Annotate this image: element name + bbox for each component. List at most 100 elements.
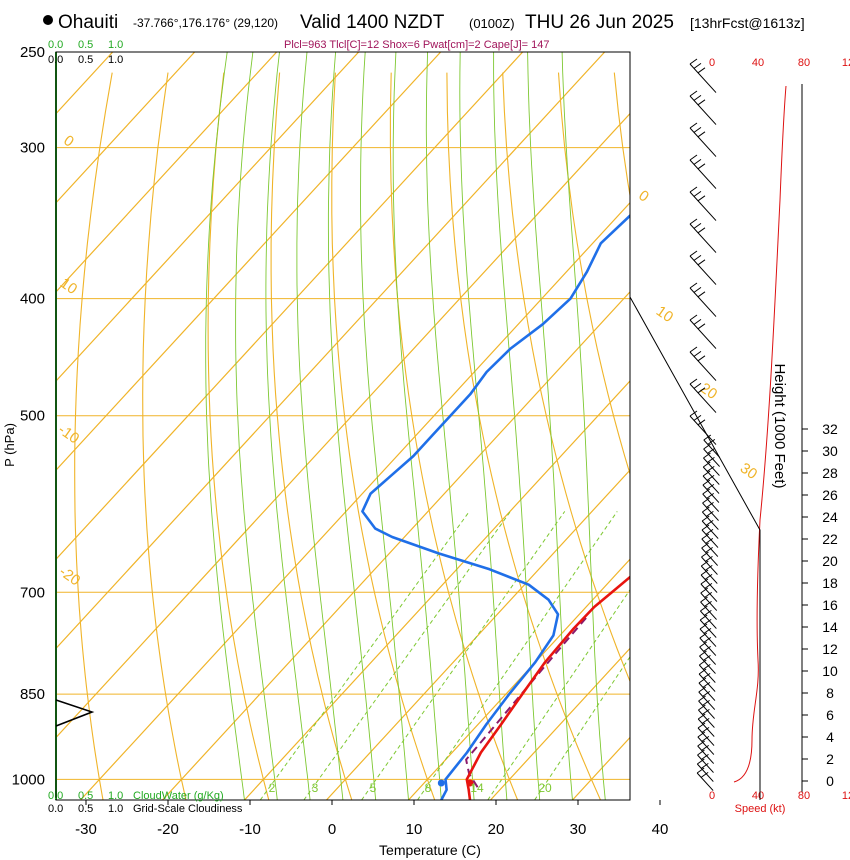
wind-barb-staff <box>699 655 716 674</box>
pressure-tick-label: 1000 <box>12 771 45 788</box>
height-tick-label: 12 <box>822 641 838 657</box>
wind-barb-flag <box>697 355 706 362</box>
isotherm-label: 10 <box>653 303 676 326</box>
wind-barb-flag <box>703 654 711 661</box>
wind-barb-flag <box>706 465 715 472</box>
wind-barb <box>702 497 719 521</box>
wind-barb-flag <box>689 282 698 289</box>
isotherm-label: 10 <box>57 275 80 298</box>
height-tick-label: 32 <box>822 421 838 437</box>
height-tick-label: 16 <box>822 597 838 613</box>
wind-barb-staff <box>689 319 717 349</box>
x-tick-label: 10 <box>406 821 423 838</box>
wind-barb-flag <box>707 456 715 463</box>
wind-layer <box>689 58 721 791</box>
station-marker-icon <box>43 15 53 25</box>
cloudiness-scale-0-bottom: 0.0 <box>48 803 63 815</box>
wind-barb-flag <box>704 564 713 571</box>
surface-dewpoint-marker <box>437 779 445 787</box>
wind-barb-flag <box>697 419 706 426</box>
wind-barb-flag <box>697 758 705 765</box>
wind-barb-staff <box>689 287 717 317</box>
cloudiness-profile <box>55 699 95 727</box>
cloudiness-scale-05-bottom: 0.5 <box>78 803 93 815</box>
wind-barb <box>702 461 720 485</box>
wind-barb-staff <box>697 727 715 746</box>
wind-barb <box>700 560 718 584</box>
dry-adiabat-line <box>613 72 630 199</box>
wind-barb-flag <box>706 492 715 499</box>
wind-barb-flag <box>704 609 712 616</box>
wind-barb-flag <box>701 533 710 540</box>
mixing-ratio-line <box>361 511 566 800</box>
wind-barb-flag <box>699 614 708 621</box>
isotherm-line <box>162 290 630 800</box>
height-tick-label: 28 <box>822 465 838 481</box>
speed-tick-label-top: 40 <box>752 57 764 69</box>
pressure-tick-label: 300 <box>20 140 45 157</box>
speed-tick-label-top: 80 <box>798 57 810 69</box>
wind-barb-flag <box>702 672 711 679</box>
wind-barb <box>696 767 714 791</box>
station-name: Ohauiti <box>58 12 118 33</box>
wind-barb-flag <box>689 90 698 97</box>
temperature-trace <box>465 575 630 800</box>
pressure-tick-label: 250 <box>20 44 45 61</box>
wind-barb <box>703 443 720 467</box>
dry-adiabat-line <box>74 72 113 800</box>
wind-barb-flag <box>689 58 698 65</box>
height-tick-label: 6 <box>826 707 834 723</box>
wind-barb-flag <box>706 474 715 481</box>
wind-barb-flag <box>700 596 708 603</box>
wind-barb-flag <box>704 591 713 598</box>
wind-barb-staff <box>697 745 715 764</box>
wind-barb-flag <box>697 99 706 106</box>
wind-barb-flag <box>689 186 698 193</box>
height-tick-label: 2 <box>826 751 834 767</box>
wind-barb-staff <box>689 95 717 125</box>
wind-barb-flag <box>699 632 708 639</box>
isotherm-label: 20 <box>697 380 720 403</box>
height-tick-label: 8 <box>826 685 834 701</box>
dry-adiabat-line <box>142 72 187 800</box>
wind-barb <box>698 686 716 710</box>
wind-barb-staff <box>703 448 720 467</box>
height-tick-label: 14 <box>822 619 838 635</box>
moist-adiabat-line <box>327 52 377 800</box>
wind-barb <box>689 154 717 189</box>
wind-barb-flag <box>698 695 706 702</box>
moist-adiabat-line <box>425 52 475 800</box>
wind-barb-flag <box>701 515 710 522</box>
wind-barb <box>699 650 716 674</box>
wind-barb <box>701 506 719 530</box>
cloud-water-scale-0: 0.0 <box>48 39 63 51</box>
wind-barb-flag <box>699 650 707 657</box>
height-tick-label: 26 <box>822 487 838 503</box>
wind-barb-flag <box>689 378 698 385</box>
grid-layer <box>56 52 630 800</box>
wind-barb-staff <box>701 556 718 575</box>
wind-barb <box>698 677 716 701</box>
wind-barb <box>701 542 719 566</box>
wind-barb-staff <box>689 351 717 381</box>
wind-barb-flag <box>693 254 702 261</box>
wind-barb-flag <box>701 717 710 724</box>
wind-barb-staff <box>701 511 719 530</box>
wind-barb-flag <box>699 623 708 630</box>
dry-adiabat-line <box>446 72 602 800</box>
wind-barb-flag <box>693 94 702 101</box>
cloudiness-scale-1-bottom: 1.0 <box>108 803 123 815</box>
moist-adiabat-line <box>360 52 409 800</box>
wind-barb-flag <box>700 587 709 594</box>
wind-barb-flag <box>704 600 712 607</box>
wind-barb <box>698 695 715 719</box>
wind-barb-staff <box>699 628 717 647</box>
wind-barb-flag <box>701 542 709 549</box>
wind-barb-staff <box>701 520 719 539</box>
mixing-ratio-line <box>534 655 630 800</box>
mixing-ratio-label: 20 <box>538 781 552 795</box>
height-tick-label: 30 <box>822 443 838 459</box>
wind-barb <box>689 90 717 125</box>
wind-barb-flag <box>707 447 715 454</box>
